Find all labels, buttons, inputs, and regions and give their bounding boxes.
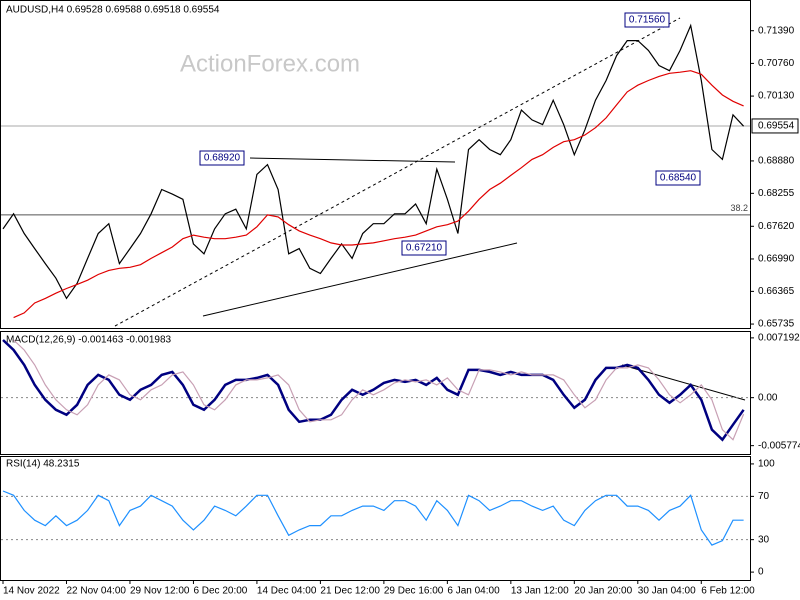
price-title: AUDUSD,H4 0.69528 0.69588 0.69518 0.6955… <box>6 5 220 16</box>
y-tick-label: 0.71390 <box>758 25 795 36</box>
fib-label: 38.2 <box>730 203 748 213</box>
x-tick-label: 21 Dec 12:00 <box>320 586 380 597</box>
annotation: 0.68920 <box>204 153 241 164</box>
y-tick-label: 0.66990 <box>758 254 795 265</box>
channel-line <box>114 17 681 327</box>
rsi-panel <box>0 456 751 581</box>
macd-title: MACD(12,26,9) -0.001463 -0.001983 <box>6 335 172 346</box>
x-tick-label: 29 Dec 16:00 <box>384 586 444 597</box>
x-tick-label: 13 Jan 12:00 <box>511 586 569 597</box>
x-tick-label: 14 Dec 04:00 <box>257 586 317 597</box>
price-panel <box>0 0 751 329</box>
macd-panel <box>0 331 751 455</box>
y-tick-label: 0.68880 <box>758 156 795 167</box>
annotation-box <box>624 12 670 28</box>
annotation: 0.68540 <box>660 173 697 184</box>
series-line <box>2 339 745 442</box>
macd-trend-line <box>621 364 746 401</box>
y-tick-label: 0.65735 <box>758 319 795 330</box>
y-tick-label: 0 <box>758 567 764 578</box>
y-tick-label: 70 <box>758 491 770 502</box>
y-tick-label: 0.00 <box>758 392 778 403</box>
x-tick-label: 14 Nov 2022 <box>3 586 60 597</box>
x-tick-label: 20 Jan 20:00 <box>574 586 632 597</box>
x-tick-label: 30 Jan 04:00 <box>638 586 696 597</box>
annotation-box <box>655 170 701 186</box>
x-tick-label: 6 Feb 12:00 <box>701 586 755 597</box>
x-tick-label: 29 Nov 12:00 <box>130 586 190 597</box>
rsi-title: RSI(14) 48.2315 <box>6 459 80 470</box>
series-line <box>2 490 744 546</box>
series-line <box>13 339 745 441</box>
price-label: 0.69554 <box>758 121 795 132</box>
y-tick-label: 0.68255 <box>758 188 795 199</box>
y-tick-label: 0.70130 <box>758 91 795 102</box>
watermark: ActionForex.com <box>180 50 360 77</box>
y-tick-label: 0.67620 <box>758 221 795 232</box>
x-tick-label: 22 Nov 04:00 <box>66 586 126 597</box>
annotation: 0.67210 <box>406 243 443 254</box>
y-tick-label: 30 <box>758 534 770 545</box>
y-tick-label: -0.005774 <box>758 440 800 451</box>
annotation: 0.71560 <box>629 15 666 26</box>
price-label-box <box>751 118 799 134</box>
annotation-box <box>199 150 245 166</box>
y-tick-label: 0.66365 <box>758 286 795 297</box>
y-tick-label: 0.007192 <box>758 333 800 344</box>
x-tick-label: 6 Dec 20:00 <box>193 586 247 597</box>
x-tick-label: 6 Jan 04:00 <box>447 586 500 597</box>
y-tick-label: 100 <box>758 459 775 470</box>
y-tick-label: 0.70760 <box>758 58 795 69</box>
annotation-box <box>401 240 447 256</box>
series-line <box>13 70 744 319</box>
resistance-line <box>249 157 456 163</box>
trend-line <box>202 242 518 317</box>
series-line <box>2 23 745 300</box>
